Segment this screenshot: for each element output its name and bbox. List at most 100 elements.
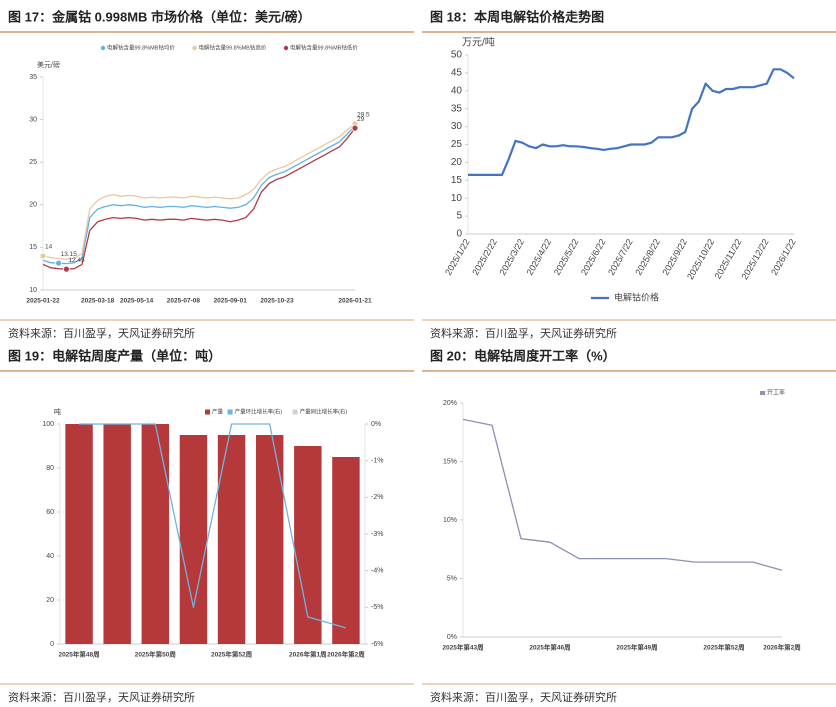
y-tick-label: 15 bbox=[29, 244, 37, 251]
x-tick-label: 2025年第43周 bbox=[442, 643, 483, 652]
figure-title: 图 19：电解钴周度产量（单位：吨） bbox=[8, 348, 221, 363]
x-tick-label: 2025-10-23 bbox=[260, 298, 294, 305]
y-tick-label: 15 bbox=[451, 175, 463, 186]
data-label: 29 bbox=[357, 116, 365, 123]
y-tick-label: 30 bbox=[29, 116, 37, 123]
legend-label: 电解钴含量99.8%MB钴低价 bbox=[290, 43, 358, 51]
y-tick-label: 15% bbox=[443, 458, 457, 465]
y2-tick-label: -2% bbox=[371, 494, 383, 501]
x-tick-label: 2026年第2周 bbox=[327, 650, 365, 659]
y-tick-label: 0 bbox=[456, 229, 462, 240]
legend-swatch bbox=[100, 45, 106, 51]
y-axis-title: 万元/吨 bbox=[462, 36, 495, 49]
series-line bbox=[468, 68, 795, 176]
x-tick-label: 2025年第52周 bbox=[211, 650, 252, 659]
bar bbox=[65, 424, 93, 644]
bar bbox=[217, 435, 246, 644]
x-tick-label: 2026-01-21 bbox=[338, 298, 372, 305]
y2-tick-label: -4% bbox=[371, 568, 383, 575]
data-label: 13.15 bbox=[61, 251, 78, 258]
bar bbox=[332, 457, 360, 644]
source-note: 资料来源：百川盈孚，天风证券研究所 bbox=[430, 326, 617, 340]
x-tick-label: 2025-01-22 bbox=[26, 298, 60, 305]
data-label: 29.5 bbox=[357, 112, 370, 119]
bar bbox=[294, 446, 322, 644]
series-line bbox=[462, 418, 783, 571]
y-tick-label: 40 bbox=[46, 553, 54, 560]
y-tick-label: 100 bbox=[42, 421, 54, 428]
y-tick-label: 5 bbox=[456, 211, 462, 222]
figure: 图 20：电解钴周度开工率（%） 资料来源：百川盈孚，天风证券研究所 0% 5% 10%… bbox=[422, 348, 836, 704]
source-note: 资料来源：百川盈孚，天风证券研究所 bbox=[8, 326, 195, 340]
legend-label: 电解钴价格 bbox=[614, 291, 659, 302]
legend-label: 产量 bbox=[212, 407, 224, 415]
point-marker bbox=[351, 124, 359, 132]
series-line bbox=[42, 123, 356, 260]
y-tick-label: 35 bbox=[29, 74, 37, 81]
bar bbox=[103, 424, 131, 644]
legend-swatch bbox=[283, 45, 289, 51]
x-tick-label: 2026年第2周 bbox=[763, 643, 801, 652]
data-label: 14 bbox=[45, 244, 53, 251]
x-tick-label: 2025年第49周 bbox=[616, 643, 657, 652]
y-tick-label: 10 bbox=[29, 287, 37, 294]
point-marker bbox=[39, 252, 47, 260]
y2-tick-label: -6% bbox=[371, 641, 383, 648]
source-note: 资料来源：百川盈孚，天风证券研究所 bbox=[430, 690, 617, 704]
y-tick-label: 10% bbox=[443, 517, 457, 524]
y-tick-label: 45 bbox=[451, 68, 463, 79]
y-tick-label: 5% bbox=[447, 575, 457, 582]
y-tick-label: 30 bbox=[451, 121, 463, 132]
x-tick-label: 2025年第48周 bbox=[58, 650, 99, 659]
y-tick-label: 35 bbox=[451, 103, 463, 114]
source-note: 资料来源：百川盈孚，天风证券研究所 bbox=[8, 690, 195, 704]
y-tick-label: 20 bbox=[46, 597, 54, 604]
legend-swatch bbox=[192, 45, 197, 51]
bar bbox=[255, 435, 284, 644]
series-line bbox=[79, 423, 347, 629]
figure-title: 图 20：电解钴周度开工率（%） bbox=[430, 348, 616, 363]
y-axis-title: 美元/磅 bbox=[37, 60, 60, 69]
y-tick-label: 0 bbox=[50, 641, 54, 648]
legend-swatch bbox=[292, 409, 298, 415]
y-axis-title: 吨 bbox=[54, 407, 61, 416]
y2-tick-label: -5% bbox=[371, 604, 383, 611]
legend-swatch bbox=[205, 409, 210, 415]
x-tick-label: 2025-09-01 bbox=[214, 298, 248, 305]
legend-label: 电解钴含量99.8%MB钴高价 bbox=[199, 43, 267, 51]
data-label: 12.45 bbox=[68, 257, 85, 264]
bar bbox=[179, 435, 208, 644]
series-line bbox=[42, 127, 356, 270]
y-tick-label: 60 bbox=[46, 509, 54, 516]
y-tick-label: 10 bbox=[451, 193, 463, 204]
legend-label: 产量同比增长率(右) bbox=[300, 407, 348, 415]
y2-tick-label: 0% bbox=[371, 421, 381, 428]
x-tick-label: 2025年第52周 bbox=[703, 643, 744, 652]
legend-label: 产量环比增长率(右) bbox=[235, 407, 283, 415]
y-tick-label: 50 bbox=[451, 50, 463, 61]
y-tick-label: 20 bbox=[451, 157, 463, 168]
x-tick-label: 2025-07-08 bbox=[167, 298, 201, 305]
series-line bbox=[42, 125, 356, 265]
x-tick-label: 2025-05-14 bbox=[120, 298, 154, 305]
legend-swatch bbox=[760, 391, 765, 395]
bar bbox=[141, 424, 170, 644]
legend-label: 电解钴含量99.8%MB钴均价 bbox=[107, 43, 175, 51]
y-tick-label: 0% bbox=[447, 634, 457, 641]
y-tick-label: 40 bbox=[451, 85, 463, 96]
point-marker bbox=[55, 259, 62, 267]
x-tick-label: 2025年第46周 bbox=[529, 643, 570, 652]
legend-label: 开工率 bbox=[767, 389, 785, 397]
x-tick-label: 2025-03-18 bbox=[81, 298, 115, 305]
figure: 图 19：电解钴周度产量（单位：吨） 资料来源：百川盈孚，天风证券研究所 吨 0 20 4… bbox=[0, 348, 414, 704]
y-tick-label: 20 bbox=[29, 202, 37, 209]
y-tick-label: 25 bbox=[451, 139, 463, 150]
legend-swatch bbox=[227, 409, 233, 415]
y-tick-label: 80 bbox=[46, 465, 54, 472]
y2-tick-label: -3% bbox=[371, 531, 383, 538]
point-marker bbox=[63, 265, 70, 273]
y2-tick-label: -1% bbox=[371, 458, 383, 465]
